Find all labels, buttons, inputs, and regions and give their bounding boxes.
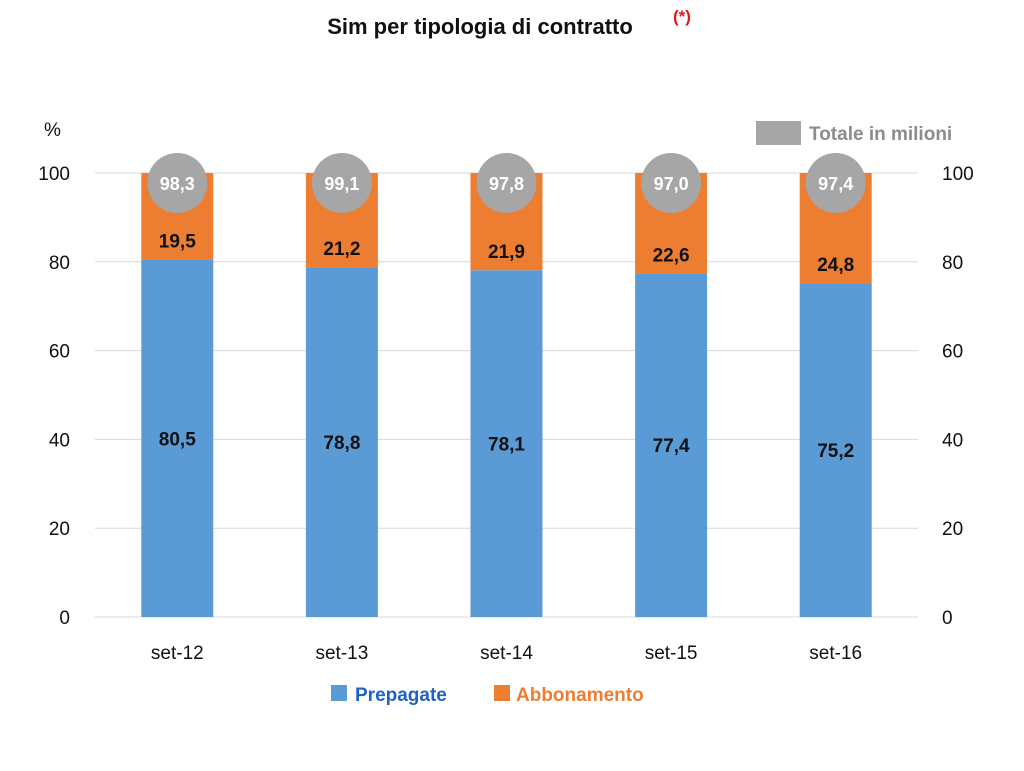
x-tick-label: set-15 [645,643,698,664]
legend-total-label: Totale in milioni [809,124,952,145]
data-label-prepagate: 78,1 [488,435,525,456]
bar-prepagate [470,270,543,617]
total-label: 97,8 [489,174,524,194]
total-marker [311,153,372,213]
data-label-prepagate: 75,2 [817,441,854,462]
y-tick-label-left: 60 [49,342,70,363]
y-tick-label-right: 0 [942,608,953,629]
y-tick-label-right: 100 [942,164,974,185]
bar-prepagate [305,267,378,617]
total-marker [641,153,702,213]
total-label: 98,3 [160,174,195,194]
legend-swatch-abbonamento [494,685,510,701]
x-tick-label: set-12 [151,643,204,664]
y-tick-label-right: 40 [942,430,963,451]
bar-prepagate [799,283,872,617]
data-label-abbonamento: 21,9 [488,242,525,263]
data-label-prepagate: 77,4 [653,436,690,457]
x-tick-label: set-13 [315,643,368,664]
y-axis-left: 0 20 40 60 80 100 [38,164,70,629]
x-tick-label: set-16 [809,643,862,664]
total-label: 99,1 [324,174,359,194]
y-tick-label-right: 60 [942,342,963,363]
data-label-abbonamento: 21,2 [323,239,360,260]
total-markers: 98,3 99,1 97,8 97,0 97,4 [147,153,866,213]
y-tick-label-left: 40 [49,430,70,451]
y-tick-label-right: 20 [942,519,963,540]
data-label-prepagate: 80,5 [159,429,196,450]
y-axis-unit-label: % [44,120,61,141]
bar-prepagate [635,273,708,617]
total-label: 97,4 [818,174,853,194]
bar-prepagate [141,259,214,617]
bars [141,173,872,617]
total-marker [805,153,866,213]
data-label-abbonamento: 24,8 [817,255,854,276]
legend: Prepagate Abbonamento [331,685,644,706]
chart-title: Sim per tipologia di contratto [327,14,633,39]
legend-total-swatch [756,121,801,145]
legend-swatch-prepagate [331,685,347,701]
chart-title-note: (*) [673,7,691,26]
data-label-abbonamento: 22,6 [653,245,690,266]
legend-label-abbonamento: Abbonamento [516,685,644,706]
data-label-prepagate: 78,8 [323,433,360,454]
data-label-abbonamento: 19,5 [159,232,196,253]
total-label: 97,0 [654,174,689,194]
legend-label-prepagate: Prepagate [355,685,447,706]
y-tick-label-right: 80 [942,253,963,274]
total-marker [476,153,537,213]
segment-labels: 80,5 19,5 78,8 21,2 78,1 21,9 77,4 22,6 75,2 24,8 [159,232,854,462]
x-axis-labels: set-12 set-13 set-14 set-15 set-16 [151,643,862,664]
legend-total: Totale in milioni [756,121,952,145]
y-tick-label-left: 80 [49,253,70,274]
y-tick-label-left: 0 [59,608,70,629]
y-tick-label-left: 100 [38,164,70,185]
y-axis-right: 0 20 40 60 80 100 [942,164,974,629]
y-tick-label-left: 20 [49,519,70,540]
x-tick-label: set-14 [480,643,533,664]
total-marker [147,153,208,213]
